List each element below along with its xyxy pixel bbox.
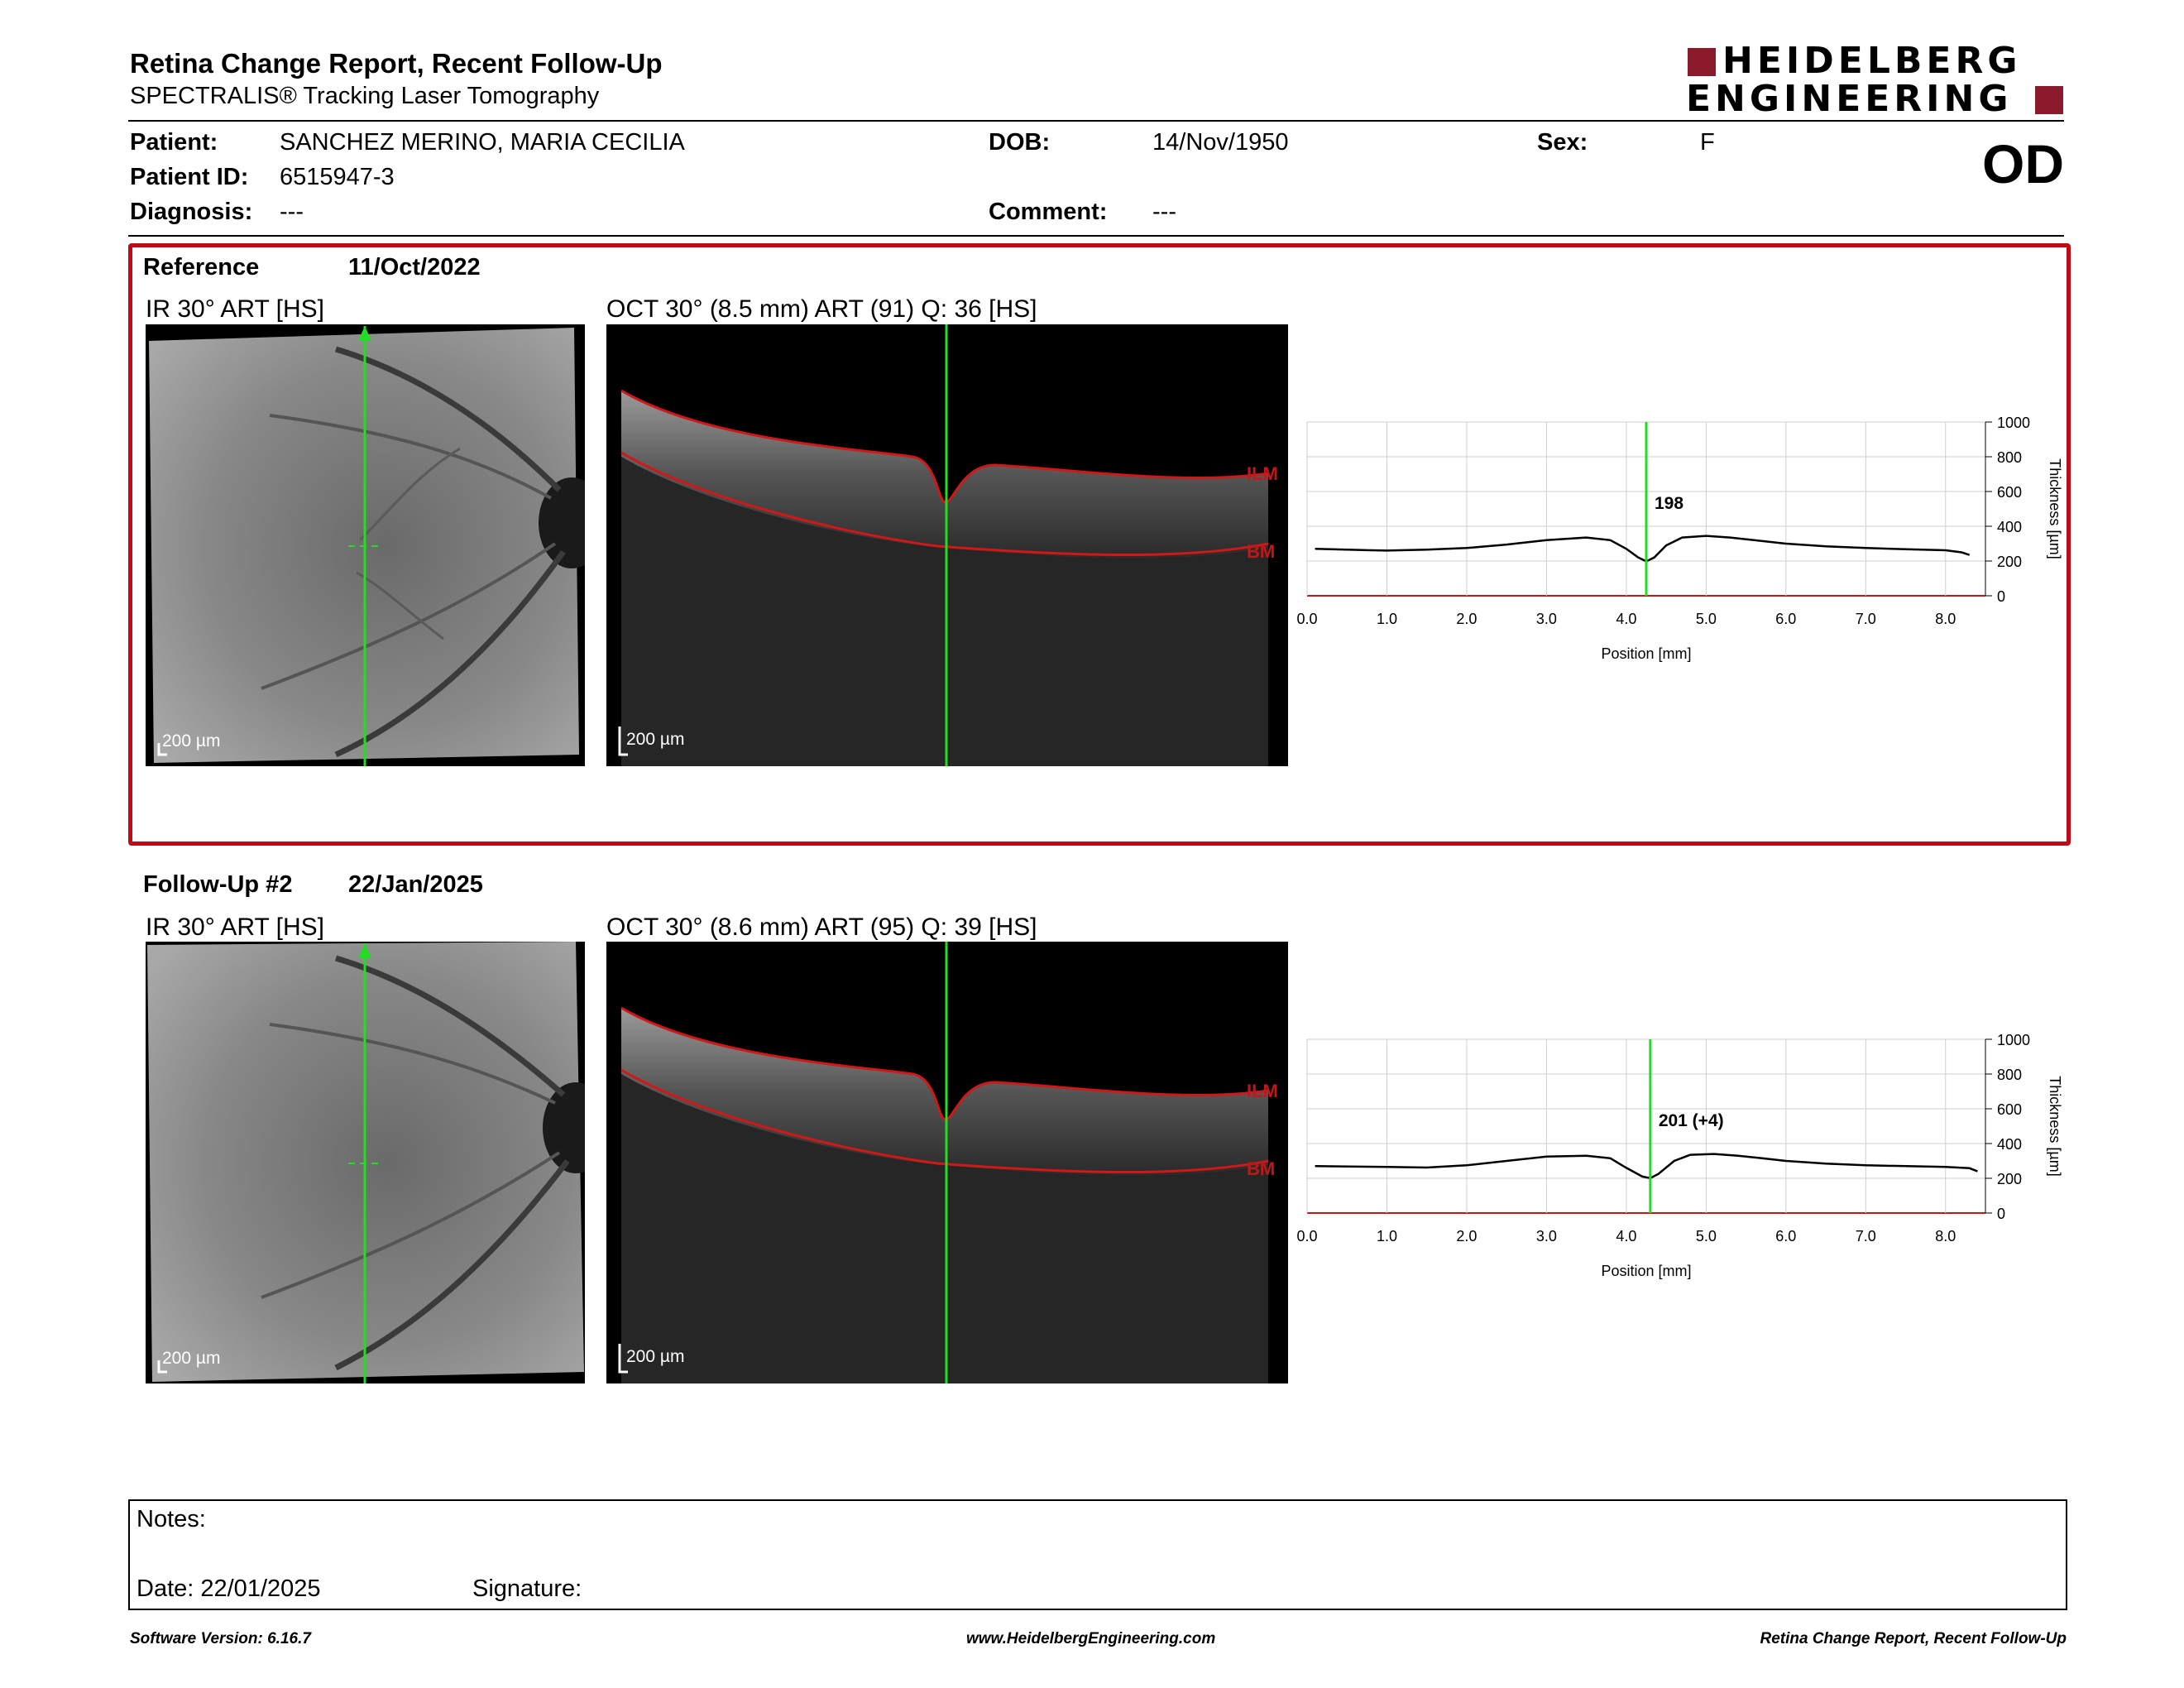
reference-oct-scale: 200 µm — [626, 730, 685, 749]
followup-chart-ylabel: Thickness [µm] — [2047, 1076, 2063, 1176]
followup-chart-xtick-label: 6.0 — [1775, 1228, 1796, 1244]
eye-indicator: OD — [1982, 133, 2064, 194]
followup-ir-label: IR 30° ART [HS] — [146, 914, 324, 941]
followup-chart-marker-value: 201 (+4) — [1659, 1111, 1724, 1130]
followup-fundus-svg — [146, 942, 585, 1383]
reference-chart-marker-value: 198 — [1655, 494, 1684, 513]
logo-square-bottom — [2035, 86, 2063, 114]
reference-chart-xtick-label: 8.0 — [1935, 611, 1956, 627]
footer-software-version: Software Version: 6.16.7 — [130, 1630, 311, 1647]
signature-label: Signature: — [472, 1575, 582, 1602]
reference-chart-xtick-label: 6.0 — [1775, 611, 1796, 627]
dob-value: 14/Nov/1950 — [1152, 129, 1289, 156]
reference-section-highlight — [128, 243, 2071, 846]
reference-chart-ylabel: Thickness [µm] — [2047, 458, 2063, 559]
diagnosis-value: --- — [280, 199, 304, 225]
report-subtitle: SPECTRALIS® Tracking Laser Tomography — [130, 83, 600, 109]
followup-ir-scale: 200 µm — [162, 1349, 221, 1368]
report-title: Retina Change Report, Recent Follow-Up — [130, 48, 663, 79]
followup-chart-ytick-label: 800 — [1997, 1067, 2022, 1083]
notes-label: Notes: — [136, 1506, 206, 1532]
patient-divider — [128, 235, 2064, 237]
reference-chart-xtick-label: 0.0 — [1296, 611, 1317, 627]
patient-name: SANCHEZ MERINO, MARIA CECILIA — [280, 129, 685, 156]
followup-chart-xtick-label: 8.0 — [1935, 1228, 1956, 1244]
followup-chart-xtick-label: 2.0 — [1456, 1228, 1477, 1244]
reference-bm-label: BM — [1247, 541, 1275, 562]
followup-ir-image[interactable]: 200 µm — [146, 942, 585, 1383]
reference-chart-ytick-label: 200 — [1997, 554, 2022, 570]
reference-oct-svg: ILM BM — [618, 324, 1278, 766]
reference-chart-ytick-label: 0 — [1997, 588, 2005, 605]
followup-oct-label: OCT 30° (8.6 mm) ART (95) Q: 39 [HS] — [606, 914, 1037, 941]
reference-date: 11/Oct/2022 — [348, 254, 481, 281]
patient-label: Patient: — [130, 129, 218, 156]
reference-chart-xtick-label: 3.0 — [1536, 611, 1557, 627]
followup-chart-ytick-label: 600 — [1997, 1101, 2022, 1118]
reference-chart-ytick-label: 800 — [1997, 449, 2022, 466]
reference-chart-ytick-label: 1000 — [1997, 415, 2030, 431]
followup-ilm-label: ILM — [1247, 1081, 1278, 1101]
reference-label: Reference — [143, 254, 260, 281]
reference-fundus-svg — [146, 324, 585, 766]
header-divider — [128, 120, 2064, 122]
notes-date: Date: 22/01/2025 — [136, 1575, 321, 1602]
comment-label: Comment: — [989, 199, 1108, 225]
logo-line1: HEIDELBERG — [1722, 40, 2022, 82]
followup-chart-ytick-label: 0 — [1997, 1206, 2005, 1222]
reference-oct-image[interactable]: ILM BM 200 µm — [606, 324, 1288, 766]
reference-ir-scale: 200 µm — [162, 731, 221, 750]
followup-chart-xtick-label: 1.0 — [1377, 1228, 1397, 1244]
followup-chart-xtick-label: 7.0 — [1856, 1228, 1876, 1244]
followup-chart-ytick-label: 400 — [1997, 1136, 2022, 1153]
followup-chart-ytick-label: 200 — [1997, 1171, 2022, 1187]
followup-thickness-chart: 0 200 400 600 800 1000 0.0 1.0 2.0 3.0 4.0 5.0 6.0 7.… — [1296, 1032, 2063, 1279]
footer-website-link[interactable]: www.HeidelbergEngineering.com — [966, 1630, 1216, 1647]
footer-report-name: Retina Change Report, Recent Follow-Up — [1760, 1630, 2067, 1647]
comment-value: --- — [1152, 199, 1176, 225]
followup-chart-xtick-label: 4.0 — [1616, 1228, 1636, 1244]
reference-ilm-label: ILM — [1247, 463, 1278, 484]
sex-label: Sex: — [1537, 129, 1588, 156]
logo-square-top — [1688, 48, 1716, 76]
notes-box[interactable]: Notes: Date: 22/01/2025 Signature: — [128, 1499, 2067, 1610]
followup-chart-thickness-line — [1315, 1153, 1978, 1180]
sex-value: F — [1700, 129, 1715, 156]
reference-oct-label: OCT 30° (8.5 mm) ART (91) Q: 36 [HS] — [606, 295, 1037, 323]
followup-chart-xtick-label: 0.0 — [1296, 1228, 1317, 1244]
followup-chart-ytick-label: 1000 — [1997, 1032, 2030, 1048]
reference-chart-xtick-label: 4.0 — [1616, 611, 1636, 627]
patient-id-label: Patient ID: — [130, 164, 249, 190]
followup-oct-scale: 200 µm — [626, 1347, 685, 1366]
logo-line2: ENGINEERING — [1686, 78, 2013, 120]
reference-thickness-chart: 0 200 400 600 800 1000 0.0 1.0 2.0 3.0 4.0 5.0 6.0 7.… — [1296, 415, 2063, 662]
followup-label: Follow-Up #2 — [143, 871, 293, 898]
reference-chart-xtick-label: 1.0 — [1377, 611, 1397, 627]
reference-chart-thickness-line — [1315, 535, 1971, 563]
followup-oct-image[interactable]: ILM BM 200 µm — [606, 942, 1288, 1383]
reference-ir-label: IR 30° ART [HS] — [146, 295, 324, 323]
followup-chart-xlabel: Position [mm] — [1601, 1263, 1691, 1279]
reference-chart-xtick-label: 7.0 — [1856, 611, 1876, 627]
dob-label: DOB: — [989, 129, 1051, 156]
diagnosis-label: Diagnosis: — [130, 199, 253, 225]
reference-ir-image[interactable]: 200 µm — [146, 324, 585, 766]
followup-date: 22/Jan/2025 — [348, 871, 483, 898]
reference-chart-xtick-label: 2.0 — [1456, 611, 1477, 627]
followup-oct-svg: ILM BM — [618, 942, 1278, 1383]
followup-chart-xtick-label: 5.0 — [1696, 1228, 1717, 1244]
reference-chart-ytick-label: 400 — [1997, 519, 2022, 535]
followup-chart-xtick-label: 3.0 — [1536, 1228, 1557, 1244]
patient-id-value: 6515947-3 — [280, 164, 395, 190]
reference-chart-xlabel: Position [mm] — [1601, 645, 1691, 662]
reference-chart-xtick-label: 5.0 — [1696, 611, 1717, 627]
reference-chart-ytick-label: 600 — [1997, 484, 2022, 501]
followup-bm-label: BM — [1247, 1158, 1275, 1179]
